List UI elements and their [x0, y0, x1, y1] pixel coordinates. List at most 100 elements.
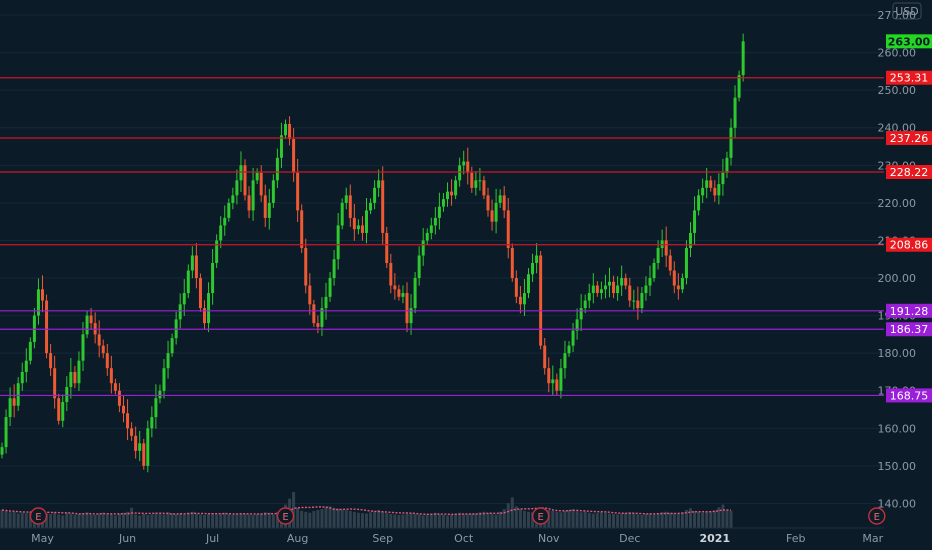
- candle-body: [709, 180, 713, 188]
- earnings-marker: [868, 507, 886, 525]
- candle-body: [235, 180, 239, 196]
- time-axis[interactable]: May Jun Jul Aug Sep Oct Nov Dec 2021 Feb Mar: [0, 527, 884, 545]
- volume-bar: [170, 513, 174, 528]
- level-tag-label: 191.28: [890, 305, 929, 318]
- candle-body: [454, 180, 458, 196]
- candle-body: [693, 210, 697, 233]
- volume-bar: [506, 503, 510, 528]
- candle-body: [344, 195, 348, 203]
- volume-bar: [458, 512, 462, 528]
- y-tick-label: 250.00: [878, 84, 917, 97]
- x-tick-label: Dec: [619, 532, 640, 545]
- volume-bar: [166, 512, 170, 528]
- volume-bar: [24, 513, 28, 528]
- candle-body: [535, 255, 539, 263]
- volume-bar: [664, 511, 668, 528]
- x-tick-label: Nov: [538, 532, 560, 545]
- volume-bar: [12, 511, 16, 528]
- x-tick-label: 2021: [699, 532, 730, 545]
- candle-body: [571, 330, 575, 346]
- candle-body: [470, 172, 474, 188]
- candle-body: [510, 247, 514, 279]
- candle-body: [369, 202, 373, 211]
- candle-body: [450, 191, 454, 196]
- candle-body: [591, 285, 595, 294]
- volume-bar: [263, 512, 267, 528]
- volume-bar: [296, 507, 300, 528]
- candle-body: [117, 390, 121, 406]
- candle-body: [324, 296, 328, 309]
- earnings-marker-label: E: [537, 512, 543, 523]
- candle-body: [518, 296, 522, 305]
- candle-body: [539, 255, 543, 346]
- volume-bar: [482, 511, 486, 528]
- candle-body: [16, 383, 20, 406]
- volume-bar: [271, 514, 275, 528]
- volume-bar: [709, 511, 713, 528]
- volume-bar: [575, 510, 579, 528]
- candle-body: [583, 300, 587, 309]
- candle-body: [595, 285, 599, 294]
- volume-bar: [648, 513, 652, 528]
- horizontal-levels[interactable]: [0, 77, 884, 397]
- volume-bar: [138, 515, 142, 528]
- candle-body: [437, 206, 441, 218]
- candle-body: [446, 191, 449, 200]
- candle-body: [397, 289, 401, 297]
- candle-body: [620, 278, 624, 286]
- volume-bar: [636, 514, 640, 528]
- candle-body: [4, 417, 8, 448]
- volume-bar: [365, 513, 368, 528]
- volume-bar: [705, 512, 709, 528]
- candle-body: [486, 195, 490, 211]
- volume-bar: [316, 510, 320, 528]
- volume-bar: [389, 514, 393, 528]
- volume-bar: [510, 497, 514, 528]
- volume-bar: [16, 513, 20, 528]
- volume-bar: [559, 512, 563, 528]
- earnings-marker-label: E: [35, 512, 41, 523]
- volume-bar: [583, 511, 587, 528]
- candle-body: [555, 379, 559, 391]
- candle-body: [733, 97, 737, 128]
- volume-bar: [660, 512, 664, 528]
- volume-bar: [101, 512, 105, 528]
- candle-body: [186, 270, 190, 294]
- candle-body: [146, 428, 150, 466]
- volume-bar: [328, 506, 332, 528]
- volume-bar: [223, 512, 227, 528]
- candle-body: [20, 371, 24, 384]
- volume-bar: [227, 514, 231, 528]
- volume-bar: [518, 509, 522, 528]
- volume-bar: [466, 514, 470, 528]
- volume-bar: [178, 513, 182, 528]
- volume-bar: [417, 514, 421, 528]
- volume-bar: [4, 510, 8, 528]
- x-tick-label: Feb: [786, 532, 805, 545]
- candle-body: [105, 353, 109, 369]
- volume-bar: [360, 513, 364, 528]
- volume-bar: [401, 514, 405, 528]
- candle-body: [721, 172, 725, 185]
- candle-body: [101, 345, 105, 354]
- currency-badge[interactable]: USD: [892, 2, 922, 20]
- volume-bar: [425, 514, 429, 528]
- candle-body: [207, 293, 211, 324]
- candle-body: [737, 75, 741, 98]
- candle-body: [81, 334, 85, 361]
- candle-body: [567, 345, 571, 354]
- candle-body: [393, 285, 397, 290]
- volume-bar: [73, 514, 77, 528]
- candle-body: [494, 202, 498, 222]
- volume-bar: [247, 514, 251, 528]
- candle-body: [126, 413, 130, 429]
- volume-bar: [190, 511, 194, 528]
- x-tick-label: Jul: [205, 532, 219, 545]
- candle-body: [705, 180, 709, 188]
- volume-bar: [235, 513, 239, 528]
- volume-bar: [369, 512, 373, 528]
- candle-body: [162, 368, 166, 391]
- candle-body: [279, 135, 283, 158]
